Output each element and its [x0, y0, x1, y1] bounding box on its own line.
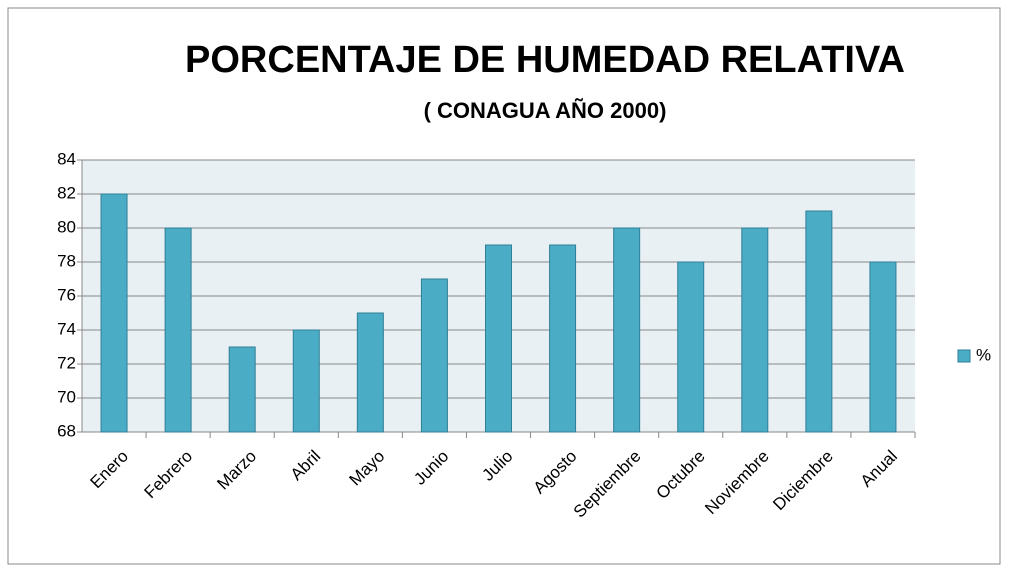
y-tick-label: 72: [57, 353, 76, 372]
y-tick-label: 78: [57, 251, 76, 270]
bar: [869, 261, 897, 433]
bar: [420, 278, 448, 433]
legend-label: %: [976, 345, 991, 364]
y-tick-label: 74: [57, 319, 76, 338]
bar: [164, 227, 192, 433]
bar: [677, 261, 705, 433]
legend-swatch: [957, 349, 971, 363]
bar: [485, 244, 512, 433]
y-tick-label: 84: [57, 149, 76, 168]
y-tick-label: 68: [57, 421, 76, 440]
bar: [228, 346, 256, 433]
bar: [613, 227, 641, 433]
chart-title: PORCENTAJE DE HUMEDAD RELATIVA: [185, 39, 905, 81]
chart-subtitle: ( CONAGUA AÑO 2000): [424, 98, 667, 123]
bar: [549, 244, 577, 433]
bar: [356, 312, 384, 433]
bar: [100, 193, 128, 433]
y-tick-label: 76: [57, 285, 76, 304]
bar: [741, 227, 769, 433]
y-tick-label: 70: [57, 387, 76, 406]
bar: [292, 329, 320, 433]
y-tick-label: 80: [57, 217, 76, 236]
bar: [805, 210, 833, 433]
y-tick-label: 82: [57, 183, 76, 202]
